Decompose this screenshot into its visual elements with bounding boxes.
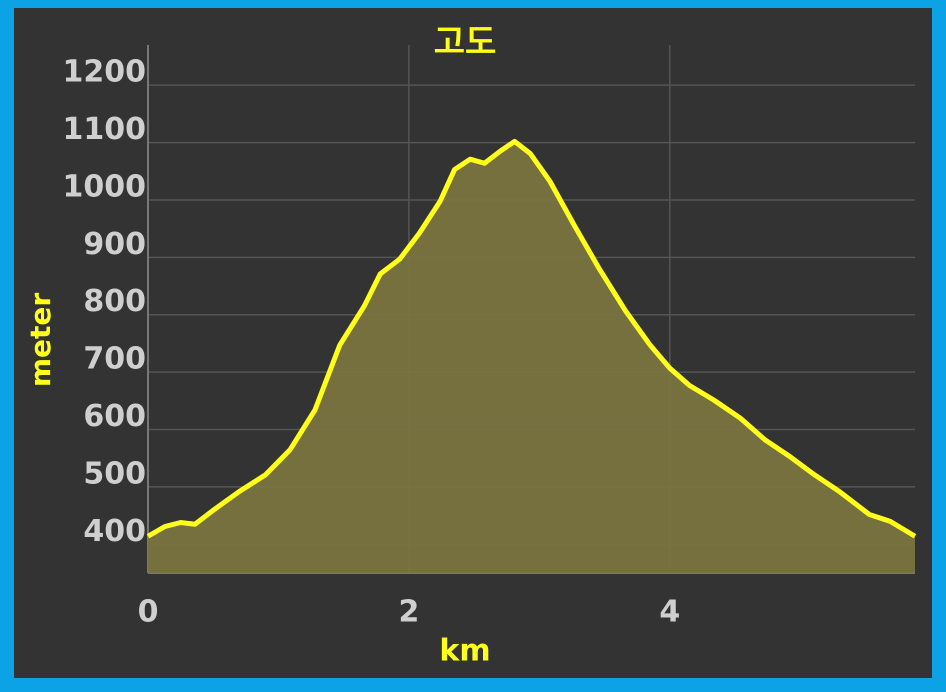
y-tick-label: 800 bbox=[83, 284, 146, 319]
y-tick-label: 500 bbox=[83, 456, 146, 491]
x-tick-label: 2 bbox=[398, 595, 419, 630]
y-tick-label: 1200 bbox=[63, 55, 147, 90]
y-tick-label: 400 bbox=[83, 514, 146, 549]
line bbox=[146, 138, 917, 539]
x-tick-label: 4 bbox=[659, 595, 680, 630]
y-tick-label: 1000 bbox=[63, 169, 147, 204]
x-tick-label: 0 bbox=[138, 595, 159, 630]
area bbox=[148, 141, 915, 573]
chart-title: 고도 bbox=[434, 23, 497, 63]
y-tick-label: 600 bbox=[83, 399, 146, 434]
y-tick-label: 700 bbox=[83, 342, 146, 377]
y-axis-label: meter bbox=[24, 293, 57, 388]
y-tick-label: 1100 bbox=[63, 112, 147, 147]
x-axis-label: km bbox=[439, 634, 490, 669]
y-tick-label: 900 bbox=[83, 227, 146, 262]
